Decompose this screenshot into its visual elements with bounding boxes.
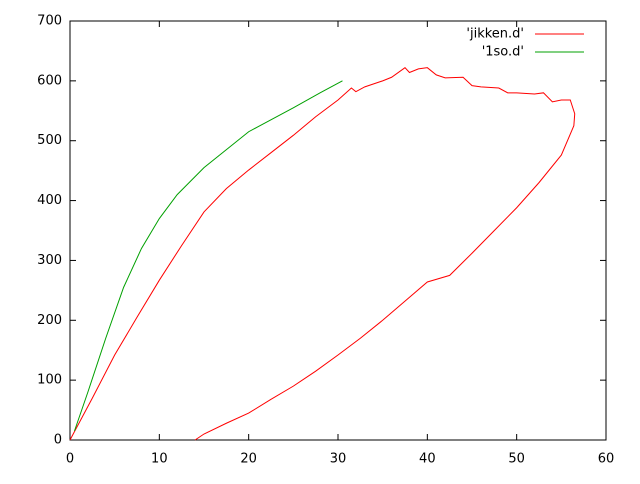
y-tick-label: 400 <box>37 193 62 208</box>
y-tick-label: 200 <box>37 313 62 328</box>
y-tick-label: 100 <box>37 373 62 388</box>
legend-label: '1so.d' <box>482 45 524 60</box>
x-tick-label: 10 <box>151 452 168 467</box>
x-tick-label: 20 <box>240 452 257 467</box>
x-tick-label: 0 <box>66 452 74 467</box>
y-tick-label: 300 <box>37 253 62 268</box>
series-line <box>73 80 343 432</box>
x-tick-label: 40 <box>419 452 436 467</box>
y-tick-label: 0 <box>54 433 62 448</box>
series-line <box>69 67 576 441</box>
y-tick-label: 600 <box>37 73 62 88</box>
legend-label: 'jikken.d' <box>466 27 524 42</box>
x-tick-label: 30 <box>330 452 347 467</box>
y-tick-label: 500 <box>37 133 62 148</box>
y-tick-label: 700 <box>37 14 62 29</box>
x-tick-label: 60 <box>598 452 615 467</box>
x-tick-label: 50 <box>508 452 525 467</box>
plot-border <box>69 20 607 441</box>
